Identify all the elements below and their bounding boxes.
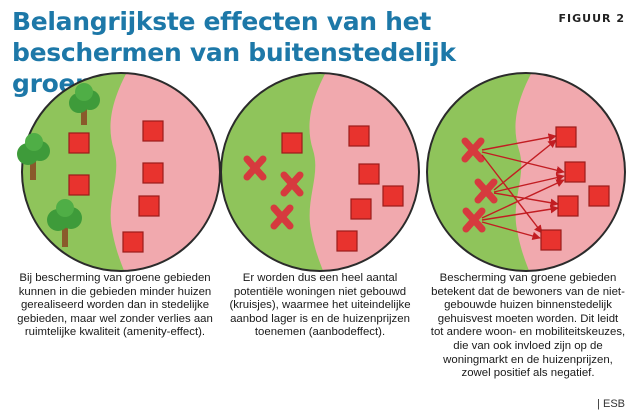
panel-1-caption: Bij bescherming van groene gebieden kunn…: [17, 272, 213, 339]
tree-icon: [47, 199, 82, 247]
panel-circle: [426, 72, 626, 272]
house-icon: [564, 161, 586, 183]
cross-icon: [474, 178, 498, 204]
panel-3-caption: Bescherming van groene gebieden betekent…: [430, 272, 626, 380]
house-icon: [382, 185, 404, 207]
house-icon: [540, 229, 562, 251]
panel-1: [17, 72, 221, 272]
cross-icon: [462, 207, 486, 233]
arrow: [481, 179, 565, 219]
house-icon: [336, 230, 358, 252]
urban-area: [110, 73, 220, 271]
panel-2-caption: Er worden dus een heel aantal potentiële…: [229, 272, 411, 339]
tree-icon: [69, 83, 100, 125]
arrow: [481, 154, 543, 234]
house-icon: [281, 132, 303, 154]
figure-label: FIGUUR 2: [558, 12, 625, 25]
house-icon: [138, 195, 160, 217]
panel-2: [220, 72, 420, 272]
cross-icon: [461, 137, 485, 163]
house-icon: [588, 185, 610, 207]
arrow: [493, 139, 557, 191]
house-icon: [348, 125, 370, 147]
house-icon: [557, 195, 579, 217]
house-icon: [142, 162, 164, 184]
arrow: [481, 221, 541, 241]
arrow: [481, 151, 565, 175]
house-icon: [122, 231, 144, 253]
house-icon: [358, 163, 380, 185]
arrow: [493, 192, 559, 207]
house-icon: [350, 198, 372, 220]
source-credit: | ESB: [597, 398, 625, 410]
cross-icon: [243, 155, 267, 181]
house-icon: [68, 174, 90, 196]
tree-icon: [17, 133, 50, 180]
figure-title: Belangrijkste effecten van het bescherme…: [12, 7, 456, 98]
cross-icon: [270, 204, 294, 230]
house-icon: [555, 126, 577, 148]
cross-icon: [280, 171, 304, 197]
panel-3: [426, 72, 626, 272]
house-icon: [68, 132, 90, 154]
arrow: [481, 133, 557, 151]
panel-circle: [220, 72, 420, 272]
arrow: [493, 173, 565, 193]
house-icon: [142, 120, 164, 142]
relocation-arrows: [481, 133, 565, 241]
arrow: [481, 205, 559, 221]
